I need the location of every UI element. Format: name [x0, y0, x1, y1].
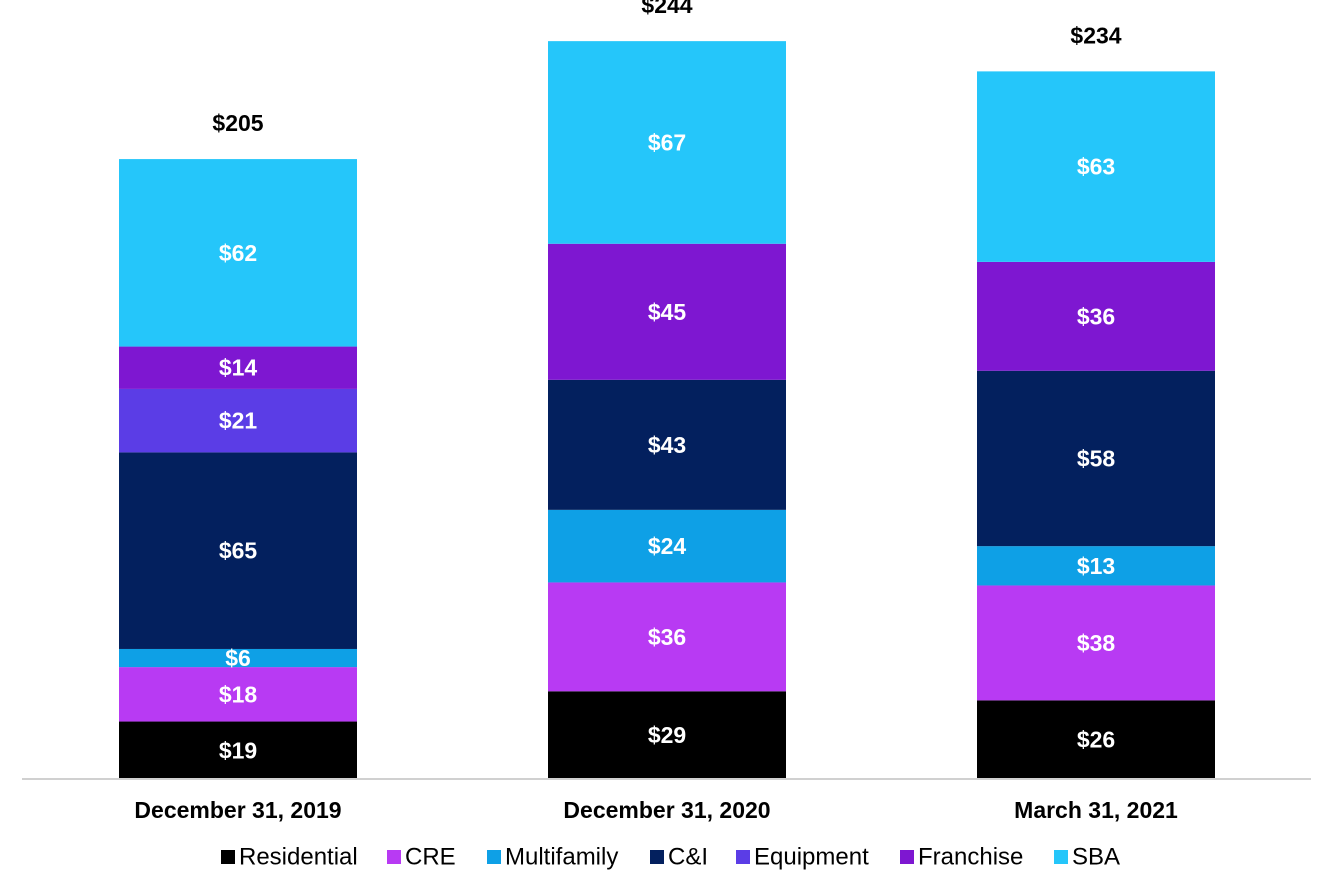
legend-item-franchise: Franchise	[900, 844, 1023, 871]
data-label-multifamily: $6	[225, 645, 251, 671]
x-tick-label: December 31, 2020	[563, 797, 770, 823]
data-label-cre: $36	[648, 624, 686, 650]
bars-layer	[119, 41, 1215, 779]
data-label-sba: $62	[219, 240, 257, 266]
bar-segment-cre	[548, 582, 786, 692]
legend-swatch	[387, 850, 401, 864]
bar-segment-multifamily	[119, 648, 357, 668]
bar-segment-residential	[119, 721, 357, 779]
bar-segment-franchise	[977, 261, 1215, 371]
data-label-franchise: $14	[219, 355, 258, 381]
data-label-franchise: $45	[648, 299, 687, 325]
legend-label: Residential	[239, 844, 358, 871]
data-label-residential: $19	[219, 737, 257, 763]
data-label-residential: $26	[1077, 727, 1115, 753]
legend-label: Multifamily	[505, 844, 618, 871]
bar-segment-cre	[977, 585, 1215, 701]
data-label-multifamily: $24	[648, 533, 687, 559]
data-label-franchise: $36	[1077, 303, 1115, 329]
legend-label: Equipment	[754, 844, 869, 871]
legend-item-equipment: Equipment	[736, 844, 869, 871]
data-label-cre: $38	[1077, 630, 1116, 656]
x-tick-label: March 31, 2021	[1014, 797, 1178, 823]
data-label-equipment: $21	[219, 408, 258, 434]
data-label-cre: $18	[219, 681, 258, 707]
data-label-candi: $58	[1077, 445, 1116, 471]
total-label: $244	[641, 0, 692, 18]
legend-item-sba: SBA	[1054, 844, 1120, 871]
legend-swatch	[650, 850, 664, 864]
legend: Residential CRE Multifamily C&I Equipment Fra…	[221, 844, 1120, 871]
legend-label: C&I	[668, 844, 708, 871]
bar-segment-cre	[119, 667, 357, 722]
bar-segment-residential	[977, 700, 1215, 779]
bar-segment-sba	[977, 71, 1215, 262]
legend-swatch	[900, 850, 914, 864]
total-label: $234	[1070, 22, 1121, 48]
legend-label: SBA	[1072, 844, 1120, 871]
labels-layer: $19 $18 $6 $65 $21 $14 $62 $205 December 31, 201…	[134, 0, 1178, 823]
legend-item-candi: C&I	[650, 844, 708, 871]
bar-segment-sba	[119, 159, 357, 347]
bar-segment-sba	[548, 41, 786, 244]
data-label-multifamily: $13	[1077, 553, 1115, 579]
data-label-candi: $65	[219, 538, 258, 564]
data-label-sba: $67	[648, 129, 686, 155]
data-label-sba: $63	[1077, 154, 1115, 180]
x-tick-label: December 31, 2019	[134, 797, 341, 823]
bar-segment-franchise	[119, 346, 357, 389]
bar-segment-candi	[548, 379, 786, 510]
data-label-residential: $29	[648, 722, 686, 748]
bar-segment-residential	[548, 691, 786, 779]
bar-segment-candi	[977, 370, 1215, 547]
bar-segment-franchise	[548, 243, 786, 380]
bar-segment-candi	[119, 452, 357, 649]
bar-segment-multifamily	[977, 546, 1215, 586]
legend-item-multifamily: Multifamily	[487, 844, 618, 871]
legend-label: Franchise	[918, 844, 1023, 871]
legend-swatch	[221, 850, 235, 864]
legend-swatch	[736, 850, 750, 864]
legend-swatch	[1054, 850, 1068, 864]
bar-segment-multifamily	[548, 509, 786, 583]
legend-swatch	[487, 850, 501, 864]
legend-label: CRE	[405, 844, 456, 871]
legend-item-residential: Residential	[221, 844, 358, 871]
bar-segment-equipment	[119, 388, 357, 453]
data-label-candi: $43	[648, 432, 686, 458]
legend-item-cre: CRE	[387, 844, 456, 871]
total-label: $205	[212, 110, 263, 136]
